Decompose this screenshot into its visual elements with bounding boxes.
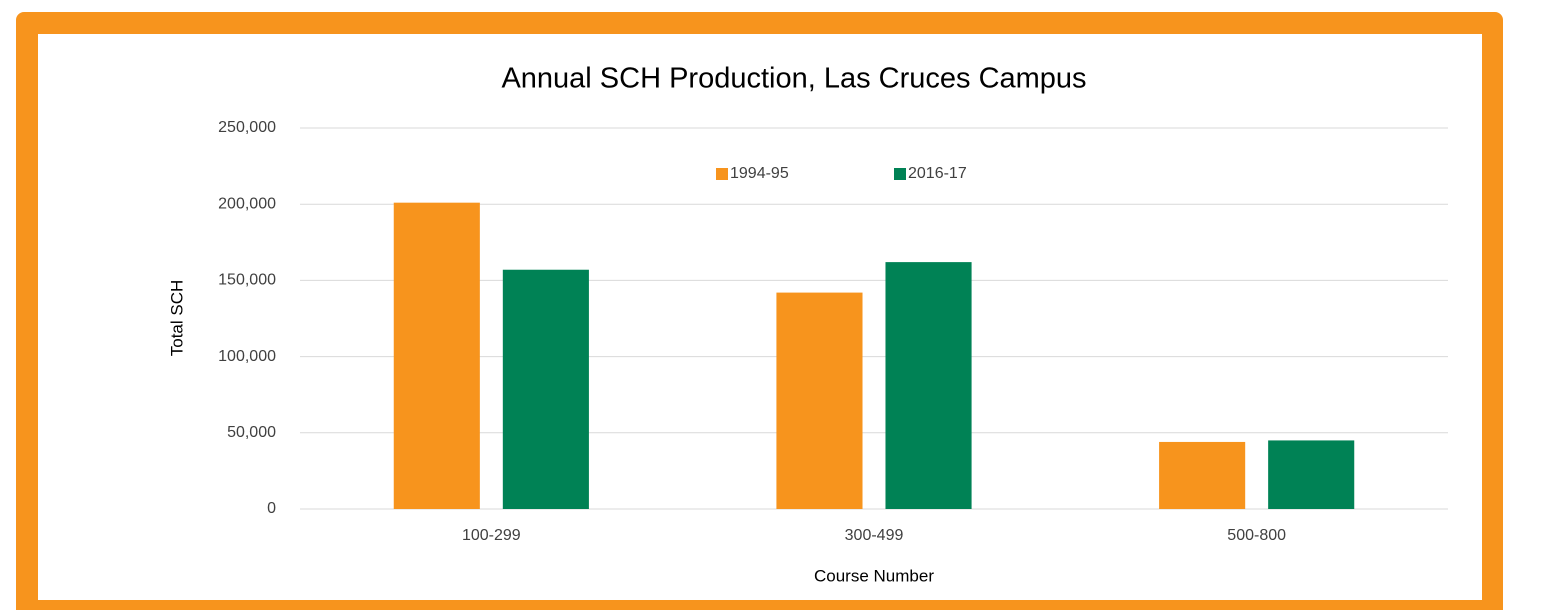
bar — [393, 202, 480, 509]
legend-label: 2016-17 — [908, 165, 967, 182]
y-tick-label: 50,000 — [227, 424, 276, 441]
y-axis-title: Total SCH — [167, 280, 186, 357]
x-tick-label: 100-299 — [462, 527, 521, 544]
x-tick-label: 500-800 — [1227, 527, 1286, 544]
y-tick-label: 250,000 — [218, 119, 276, 136]
y-tick-label: 200,000 — [218, 195, 276, 212]
y-tick-label: 0 — [267, 500, 276, 517]
bar — [502, 269, 589, 509]
y-tick-label: 150,000 — [218, 272, 276, 289]
bar — [1268, 440, 1355, 509]
bar — [776, 292, 863, 509]
legend-swatch — [716, 168, 728, 180]
bar — [885, 262, 972, 509]
chart-title: Annual SCH Production, Las Cruces Campus — [501, 63, 1086, 95]
y-tick-label: 100,000 — [218, 348, 276, 365]
bar — [1159, 441, 1246, 509]
legend-label: 1994-95 — [730, 165, 789, 182]
x-tick-label: 300-499 — [845, 527, 904, 544]
legend-swatch — [894, 168, 906, 180]
x-axis-title: Course Number — [814, 566, 934, 585]
